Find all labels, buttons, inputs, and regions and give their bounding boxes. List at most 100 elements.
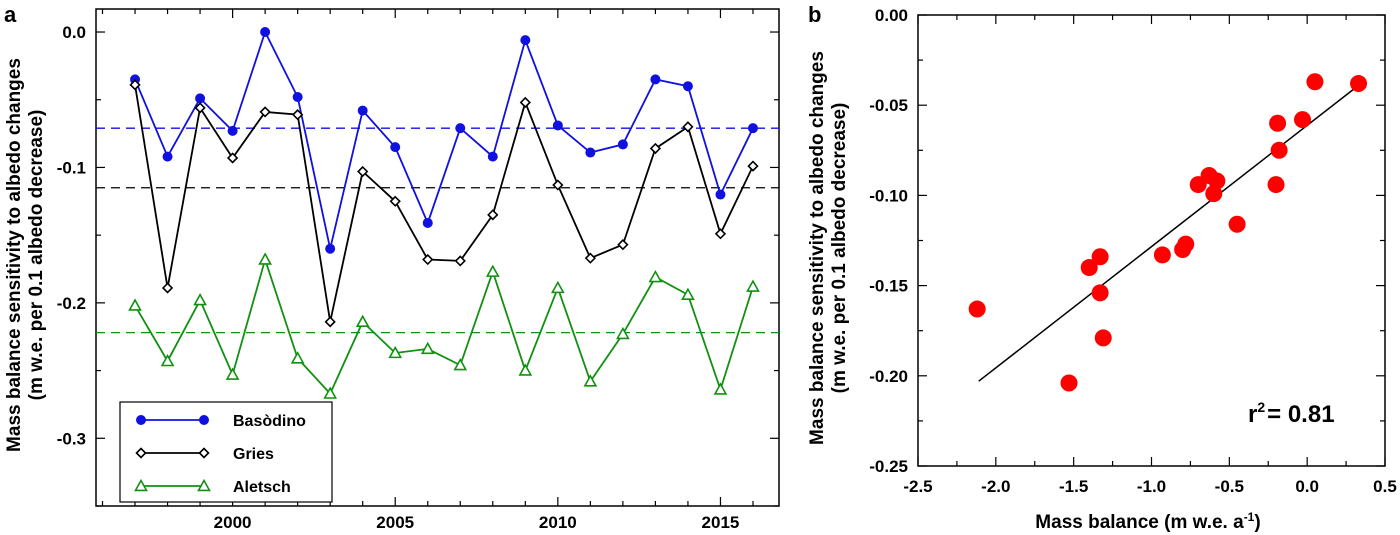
data-point-basdino — [455, 123, 466, 134]
legend-marker-basdino — [199, 415, 209, 425]
panel-b-xlabel-text: Mass balance (m w.e. a — [1035, 512, 1244, 533]
series-line-basdino — [134, 29, 754, 249]
panel-a-plot-area: 2000 2005 2010 2015 0.0 -0.1 -0.2 -0.3 — [57, 8, 780, 532]
panel-a-ylabel: Mass balance sensitivity to albedo chang… — [4, 58, 25, 452]
scatter-point — [1270, 141, 1288, 159]
data-point-aletsch — [355, 314, 370, 328]
y-tick-label: 0.0 — [62, 23, 86, 42]
data-point-basdino — [520, 35, 531, 46]
data-point-gries — [454, 255, 466, 267]
data-point-aletsch — [616, 326, 630, 340]
data-point-basdino — [227, 125, 238, 136]
r-squared-prefix: r — [1248, 401, 1257, 428]
r-squared-sup: 2 — [1257, 399, 1265, 415]
data-point-gries — [129, 79, 141, 91]
panel-b-xlabel: Mass balance (m w.e. a-1) — [1035, 510, 1260, 533]
data-point-aletsch — [193, 293, 207, 306]
x-tick-label: 2010 — [539, 513, 577, 532]
y-tick-label: -0.1 — [57, 158, 86, 177]
x-tick-label: -1.5 — [1059, 477, 1088, 496]
scatter-point — [1060, 374, 1078, 392]
scatter-point — [1177, 235, 1195, 253]
panel-b-plot-area: -2.5 -2.0 -1.5 -1.0 -0.5 0.0 0.5 0.00 -0.05 -0.10… — [869, 6, 1397, 496]
data-point-aletsch — [746, 279, 760, 292]
data-point-aletsch — [323, 386, 338, 399]
data-point-basdino — [195, 93, 206, 104]
scatter-point — [1267, 176, 1285, 194]
y-tick-label: -0.10 — [869, 186, 908, 205]
y-tick-label: -0.20 — [869, 367, 908, 386]
data-point-aletsch — [128, 298, 142, 311]
data-point-basdino — [357, 105, 368, 116]
data-point-basdino — [422, 217, 433, 228]
data-point-basdino — [585, 147, 596, 158]
data-point-basdino — [292, 92, 303, 103]
legend-label-aletsch: Aletsch — [233, 479, 291, 496]
panel-a-axes-frame — [95, 8, 780, 507]
data-point-basdino — [617, 139, 628, 150]
data-point-basdino — [487, 151, 498, 162]
data-point-aletsch — [681, 287, 695, 300]
x-tick-label: -0.5 — [1215, 477, 1244, 496]
y-tick-label: -0.2 — [57, 294, 86, 313]
data-point-gries — [747, 160, 759, 172]
legend-label-gries: Gries — [233, 446, 274, 463]
data-point-basdino — [747, 123, 758, 134]
data-point-gries — [422, 253, 434, 266]
x-tick-label: 2015 — [702, 513, 740, 532]
data-point-aletsch — [453, 358, 468, 371]
data-point-basdino — [162, 151, 173, 162]
data-point-gries — [292, 108, 304, 121]
data-point-basdino — [650, 74, 661, 85]
data-point-gries — [617, 239, 629, 251]
data-point-aletsch — [290, 351, 305, 364]
data-point-gries — [194, 102, 206, 114]
x-tick-label: 0.5 — [1373, 477, 1397, 496]
data-point-gries — [649, 142, 662, 155]
data-point-aletsch — [258, 252, 272, 265]
legend-marker-gries — [198, 447, 210, 459]
panel-b-xlabel-end: ) — [1254, 512, 1260, 533]
data-point-gries — [552, 179, 564, 191]
data-point-basdino — [715, 189, 726, 200]
data-point-basdino — [552, 120, 563, 131]
x-tick-label: -1.0 — [1137, 477, 1166, 496]
data-point-gries — [259, 106, 271, 118]
panel-a-legend: Basòdino Gries Aletsch — [119, 401, 333, 503]
panel-b-label: b — [808, 2, 821, 27]
data-point-aletsch — [225, 367, 240, 380]
data-point-basdino — [390, 142, 401, 153]
scatter-point — [968, 300, 986, 318]
data-point-basdino — [325, 243, 336, 254]
legend-label-basdino: Basòdino — [233, 413, 306, 430]
y-tick-label: -0.25 — [869, 457, 908, 476]
panel-a-ylabel-units: (m w.e. per 0.1 albedo decrease) — [26, 110, 47, 401]
scatter-point — [1293, 111, 1311, 129]
data-point-gries — [714, 228, 727, 240]
scatter-point — [1091, 284, 1109, 302]
data-point-aletsch — [550, 280, 565, 294]
x-tick-label: 2005 — [376, 513, 414, 532]
data-point-gries — [324, 316, 336, 328]
data-point-aletsch — [485, 264, 500, 277]
data-point-gries — [357, 165, 369, 178]
panel-b-ylabel: Mass balance sensitivity to albedo chang… — [807, 51, 828, 445]
x-tick-label: 2000 — [214, 513, 252, 532]
panel-b: b Mass balance sensitivity to albedo cha… — [807, 2, 1397, 533]
data-point-basdino — [260, 27, 271, 38]
series-line-gries — [134, 84, 754, 323]
data-point-gries — [682, 121, 694, 133]
data-point-aletsch — [388, 345, 403, 359]
regression-line — [978, 84, 1359, 382]
data-point-aletsch — [518, 363, 533, 376]
scatter-point — [1094, 329, 1112, 347]
data-point-gries — [389, 195, 401, 207]
data-point-aletsch — [160, 353, 175, 367]
data-point-gries — [487, 209, 499, 221]
x-tick-label: 0.0 — [1295, 477, 1319, 496]
scatter-point — [1091, 248, 1109, 266]
panel-a-label: a — [4, 2, 17, 27]
data-point-gries — [519, 96, 531, 109]
legend-marker-aletsch — [134, 478, 148, 492]
